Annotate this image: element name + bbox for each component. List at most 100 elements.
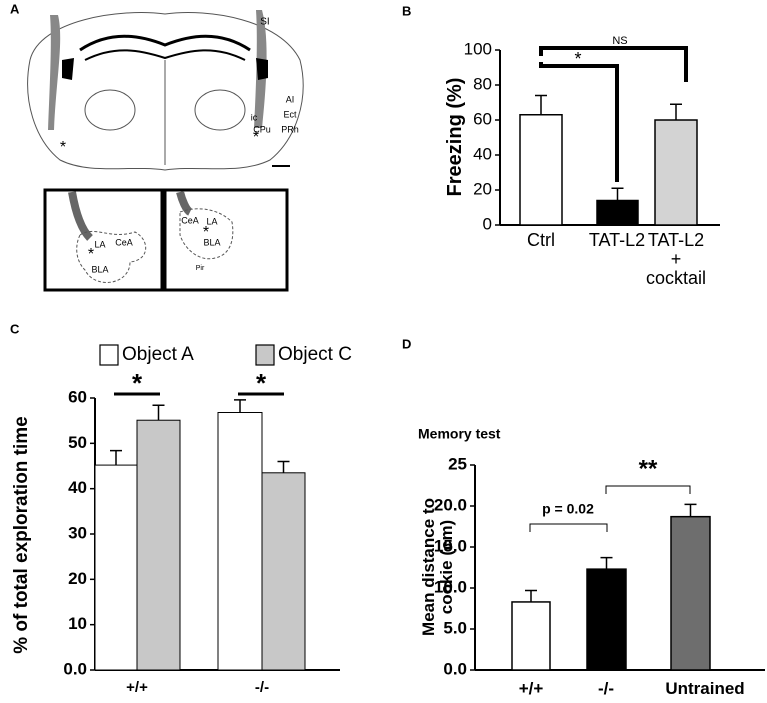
chart-title: Memory test [418,426,501,442]
bar [654,119,698,226]
diagram-label: * [60,139,66,156]
inset-frame [43,188,164,292]
diagram-label: CeA [181,215,199,225]
bracket [539,46,688,82]
bracket [529,523,608,532]
y-axis-label: % of total exploration time [11,416,33,654]
y-tick-label: 25 [448,454,467,473]
annotation: NS [612,35,627,47]
y-tick-label: 15.0 [434,536,467,555]
bracket [539,62,619,182]
x-tick-label: +/+ [518,679,544,698]
x-tick-label: TAT-L2 [588,230,646,250]
diagram-label: SI [260,17,269,28]
error-bar [684,503,697,517]
thalamus [84,89,136,131]
y-tick-label: 0.0 [443,659,467,678]
diagram-label: Ect [283,109,297,119]
bar [519,114,563,226]
x-tick-label: Ctrl [527,230,555,250]
diagram-label: ic [251,112,258,122]
x-tick-label: TAT-L2 + cocktail [645,230,707,288]
amygdala-outline [76,231,147,283]
error-bar [600,556,613,570]
y-tick-label: 30 [68,523,87,542]
y-tick-label: 0.0 [63,659,87,678]
y-tick-label: 20 [473,179,492,198]
corpus-callosum [79,34,251,52]
significance-brackets [114,46,691,532]
diagram-label: * [88,246,94,263]
diagram-label: LA [206,216,217,226]
y-axis-label: Freezing (%) [443,77,466,197]
diagram-label: CPu [253,124,271,134]
annotation: ** [639,455,658,482]
y-tick-label: 50 [68,433,87,452]
annotation: p = 0.02 [542,501,594,517]
diagram-label: * [203,224,209,241]
y-tick-label: 10.0 [434,577,467,596]
error-bar [110,449,122,466]
thalamus [194,89,246,131]
bar [586,568,627,671]
y-tick-label: 60 [68,387,87,406]
x-tick-label: -/- [254,679,270,696]
diagram-label: CeA [115,237,133,247]
legend-swatch [255,344,275,366]
error-bar [277,460,290,473]
hippocampus [84,49,246,61]
brain-diagram [27,10,304,292]
bar [261,472,306,671]
amygdala-outline [179,208,234,260]
error-bar [535,94,547,115]
legend-label: Object A [122,344,194,365]
diagram-label: * [253,129,259,146]
x-tick-label: +/+ [126,679,148,696]
y-tick-label: 10 [68,614,87,633]
inset-frame [163,188,289,292]
bar [217,412,263,671]
brain-outline [27,12,304,171]
y-tick-label: 20 [68,569,87,588]
injection-track [48,15,61,130]
panel-label: A [10,1,20,16]
diagram-label: BLA [91,264,108,274]
y-tick-label: 60 [473,109,492,128]
legend-swatch [99,344,119,366]
y-tick-label: 100 [464,39,492,58]
y-tick-label: 0 [483,214,492,233]
diagram-label: Pir [196,265,205,272]
inset-track [176,190,193,216]
y-tick-label: 40 [68,478,87,497]
panel-label: B [402,3,411,18]
legend-label: Object C [278,344,352,365]
x-tick-label: -/- [597,679,615,698]
error-bar [670,103,682,120]
y-tick-label: 80 [473,74,492,93]
annotation: * [132,368,143,398]
diagram-label: AI [286,94,295,104]
error-bar [525,589,537,602]
error-bar [152,404,165,421]
ventricle [62,58,74,80]
x-tick-label: Untrained [665,679,745,698]
y-tick-label: 5.0 [443,618,467,637]
error-bar [611,187,624,201]
diagram-label: PRh [281,124,299,134]
panel-label: D [402,336,411,351]
bar [136,419,181,671]
bar [670,515,711,671]
error-bar [234,399,246,413]
diagram-label: BLA [203,237,220,247]
inset-track [68,191,93,241]
y-tick-label: 20.0 [434,495,467,514]
bar [511,601,551,671]
panel-label: C [10,321,20,336]
ventricle [256,58,268,80]
y-axis-label: Mean distance to cookie (cm) [419,498,456,636]
y-tick-label: 40 [473,144,492,163]
bar [94,464,138,671]
bracket [605,485,691,494]
